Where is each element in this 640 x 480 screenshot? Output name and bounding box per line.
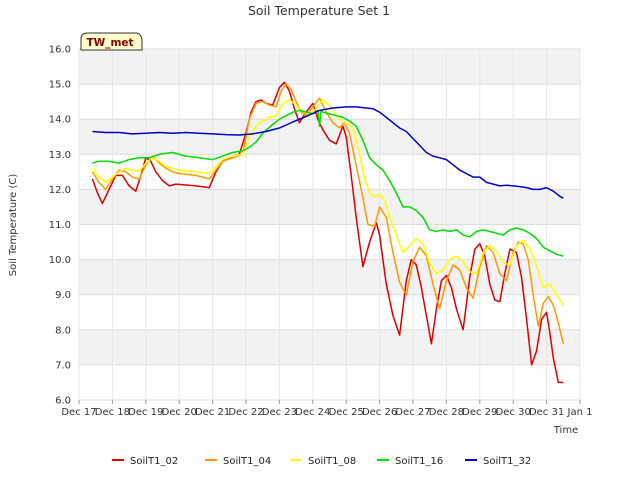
x-tick-label: Dec 23 [262,407,297,418]
x-tick-label: Dec 17 [61,407,96,418]
x-tick-label: Dec 29 [462,407,497,418]
legend-item-soilt1_32: SoilT1_32 [465,456,531,467]
y-tick-label: 15.0 [49,80,71,91]
x-tick-label: Dec 21 [195,407,230,418]
x-axis-label: Time [553,425,578,436]
y-tick-label: 16.0 [49,45,71,56]
legend-item-soilt1_02: SoilT1_02 [112,456,178,467]
x-tick-label: Dec 19 [128,407,163,418]
y-axis-label: Soil Temperature (C) [8,174,19,277]
x-tick-label: Dec 27 [395,407,430,418]
x-tick-label: Jan 1 [567,407,593,418]
y-tick-label: 11.0 [49,220,71,231]
series-line-soilt1_32 [92,106,564,199]
y-tick-label: 10.0 [49,255,71,266]
grid-band [79,49,580,85]
legend-label: SoilT1_08 [308,456,356,467]
grid-band [79,189,580,225]
y-axis-ticks: 6.0 7.0 8.0 9.0 10.0 11.0 12.0 13.0 14.0 15.0 16.0 [49,45,71,407]
grid-band [79,329,580,365]
x-tick-label: Dec 20 [162,407,197,418]
series-line-soilt1_16 [92,109,564,257]
legend-item-soilt1_04: SoilT1_04 [205,456,271,467]
gridlines [78,48,581,401]
y-tick-label: 6.0 [55,396,71,407]
grid-band [79,119,580,155]
x-tick-label: Dec 26 [362,407,397,418]
x-tick-label: Dec 18 [95,407,130,418]
legend-label: SoilT1_02 [130,456,178,467]
legend-item-soilt1_08: SoilT1_08 [290,456,356,467]
y-tick-label: 9.0 [55,290,71,301]
chart-title: Soil Temperature Set 1 [248,3,390,18]
legend-item-soilt1_16: SoilT1_16 [377,456,443,467]
series-lines [91,81,565,384]
y-tick-label: 7.0 [55,360,71,371]
x-tick-label: Dec 28 [429,407,464,418]
x-tick-label: Dec 22 [228,407,263,418]
badge-box [80,32,143,51]
x-tick-label: Dec 31 [529,407,564,418]
series-line-soilt1_02 [91,81,564,384]
legend-label: SoilT1_04 [223,456,271,467]
x-tick-label: Dec 24 [295,407,330,418]
badge-label: TW_met [86,37,133,49]
legend-label: SoilT1_32 [483,456,531,467]
y-tick-label: 12.0 [49,185,71,196]
series-line-soilt1_08 [91,99,564,306]
x-tick-label: Dec 25 [329,407,364,418]
y-tick-label: 14.0 [49,115,71,126]
legend-label: SoilT1_16 [395,456,443,467]
y-tick-label: 13.0 [49,150,71,161]
y-tick-label: 8.0 [55,325,71,336]
x-tick-label: Dec 30 [496,407,531,418]
legend: SoilT1_02 SoilT1_04 SoilT1_08 SoilT1_16 Soil… [112,456,531,467]
station-badge: TW_met [80,32,143,51]
